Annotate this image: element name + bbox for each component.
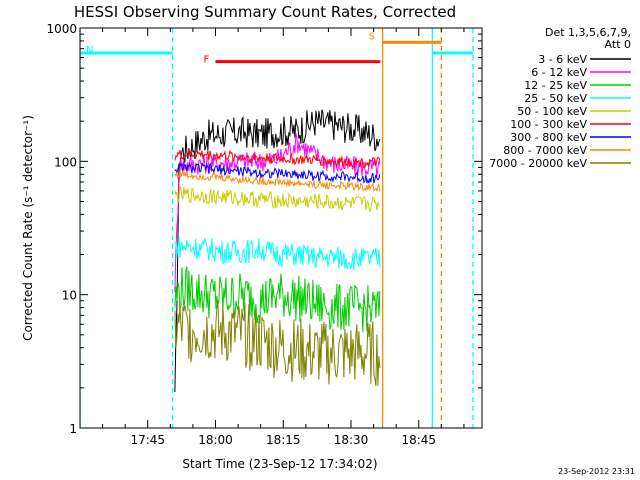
series-line xyxy=(174,300,381,387)
flag-label: S xyxy=(369,31,375,42)
legend-label: 3 - 6 keV xyxy=(538,53,587,66)
flag-label: F xyxy=(204,55,210,66)
series-line xyxy=(174,266,381,333)
legend-header-line-2: Att 0 xyxy=(605,38,631,51)
chart-title: HESSI Observing Summary Count Rates, Cor… xyxy=(74,3,456,21)
legend-label: 100 - 300 keV xyxy=(510,118,587,131)
y-axis-label: Corrected Count Rate (s⁻¹ detector⁻¹) xyxy=(21,115,35,341)
x-axis-label: Start Time (23-Sep-12 17:34:02) xyxy=(182,457,377,471)
y-tick-label: 1 xyxy=(69,422,77,436)
series-line xyxy=(174,169,381,193)
timestamp: 23-Sep-2012 23:31 xyxy=(558,467,635,476)
y-tick-label: 1000 xyxy=(46,22,77,36)
legend-label: 800 - 7000 keV xyxy=(503,144,587,157)
x-tick-label: 18:15 xyxy=(266,433,301,447)
series-line xyxy=(174,186,381,213)
legend-label: 7000 - 20000 keV xyxy=(489,157,587,170)
x-tick-label: 18:45 xyxy=(401,433,436,447)
y-tick-label: 10 xyxy=(62,289,77,303)
x-tick-label: 18:30 xyxy=(334,433,369,447)
legend-label: 300 - 800 keV xyxy=(510,131,587,144)
series-line xyxy=(174,109,381,393)
legend-label: 6 - 12 keV xyxy=(531,66,587,79)
legend-label: 50 - 100 keV xyxy=(517,105,587,118)
x-tick-label: 17:45 xyxy=(130,433,165,447)
flag-label: N xyxy=(86,45,93,56)
series-line xyxy=(174,133,381,293)
legend-label: 25 - 50 keV xyxy=(524,92,587,105)
y-tick-label: 100 xyxy=(54,155,77,169)
plot-frame xyxy=(79,27,483,429)
legend-header-line-1: Det 1,3,5,6,7,9, xyxy=(545,26,631,39)
series-line xyxy=(174,149,381,169)
series-line xyxy=(174,236,381,271)
x-tick-label: 18:00 xyxy=(198,433,233,447)
legend-label: 12 - 25 keV xyxy=(524,79,587,92)
series-line xyxy=(174,161,381,184)
